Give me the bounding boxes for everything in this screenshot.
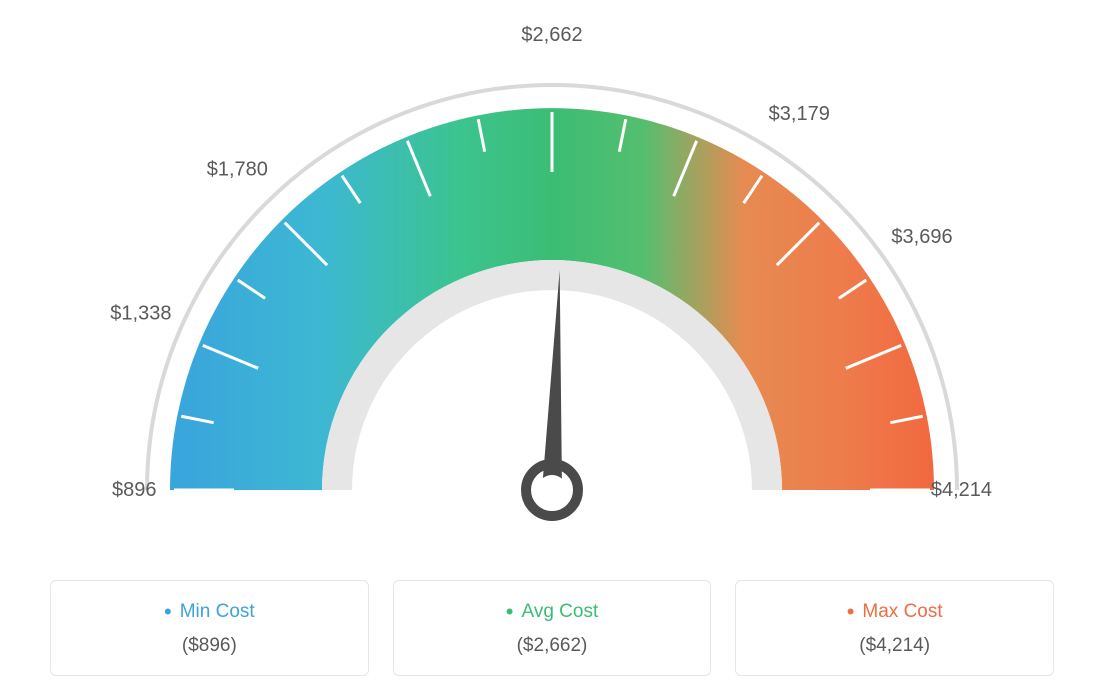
legend-max-title: Max Cost (756, 599, 1033, 625)
gauge-tick-label: $2,662 (521, 24, 582, 46)
gauge-tick-label: $3,696 (891, 226, 952, 248)
legend-avg-value: ($2,662) (414, 635, 691, 657)
gauge-svg: $896 $1,338 $1,780 $2,662 $3,179 $3,696 $4,214 (22, 20, 1082, 560)
legend-avg-card: Avg Cost ($2,662) (393, 580, 712, 676)
gauge-hub-inner (537, 475, 567, 505)
gauge-tick-label: $3,179 (769, 103, 830, 125)
legend-min-value: ($896) (71, 635, 348, 657)
legend-avg-title: Avg Cost (414, 599, 691, 625)
gauge-chart-container: $896 $1,338 $1,780 $2,662 $3,179 $3,696 $4,214… (0, 0, 1104, 690)
gauge-tick-label: $1,780 (207, 158, 268, 180)
legend-row: Min Cost ($896) Avg Cost ($2,662) Max Co… (20, 580, 1084, 676)
gauge-tick-label: $4,214 (931, 479, 992, 501)
legend-min-title: Min Cost (71, 599, 348, 625)
gauge-tick-label: $896 (112, 479, 157, 501)
gauge-area: $896 $1,338 $1,780 $2,662 $3,179 $3,696 $4,214 (20, 20, 1084, 560)
gauge-tick-label: $1,338 (110, 303, 171, 325)
legend-min-card: Min Cost ($896) (50, 580, 369, 676)
legend-max-value: ($4,214) (756, 635, 1033, 657)
legend-max-card: Max Cost ($4,214) (735, 580, 1054, 676)
gauge-needle (542, 270, 562, 490)
